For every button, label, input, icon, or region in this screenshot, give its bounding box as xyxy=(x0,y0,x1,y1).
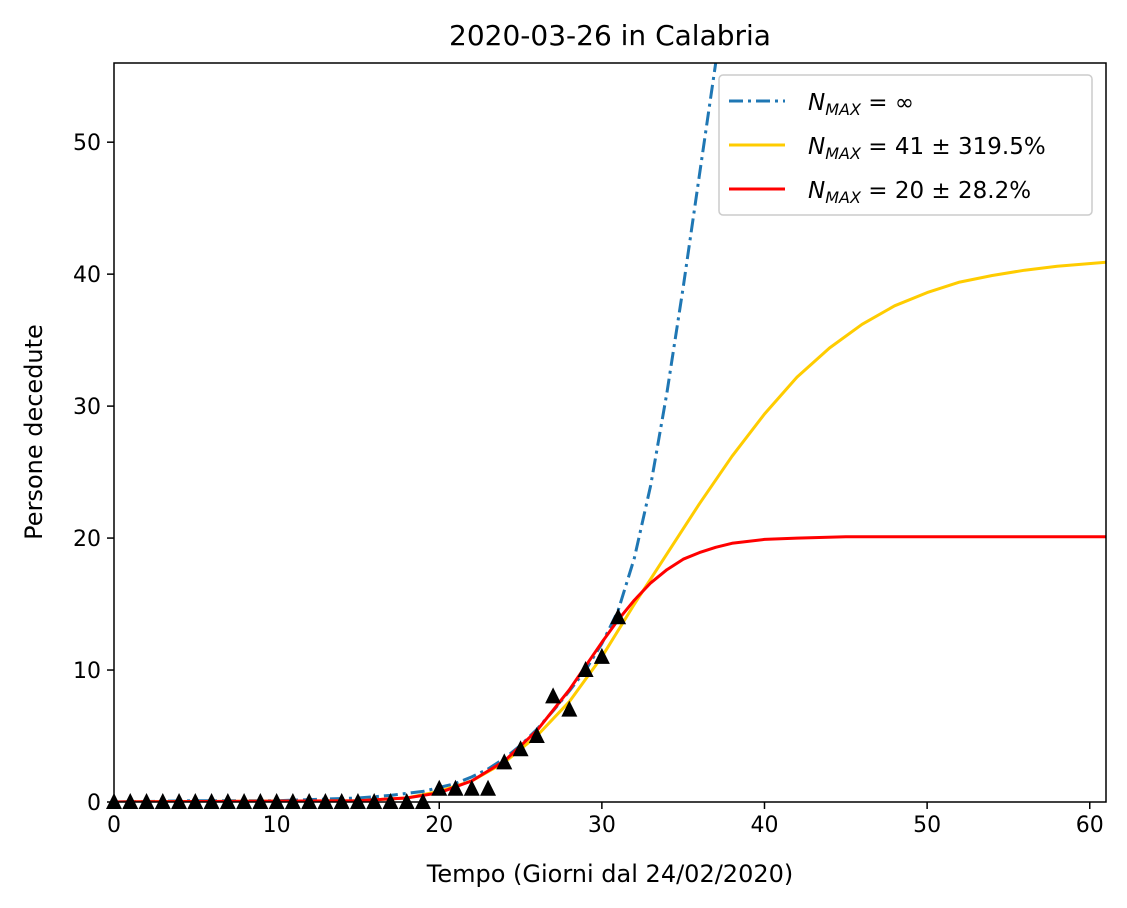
observed-point xyxy=(301,793,318,809)
plot-area xyxy=(106,63,1106,809)
observed-point xyxy=(545,687,562,704)
x-tick-label: 30 xyxy=(588,813,616,838)
observed-point xyxy=(382,793,399,809)
observed-point xyxy=(268,793,285,809)
observed-point xyxy=(398,793,415,809)
observed-point xyxy=(171,793,188,809)
legend-label-0: NMAX = ∞ xyxy=(808,90,914,119)
x-tick-label: 20 xyxy=(425,813,453,838)
observed-point xyxy=(610,608,627,625)
y-tick-label: 0 xyxy=(87,791,101,816)
observed-point xyxy=(577,661,594,678)
series-layer xyxy=(114,63,1106,802)
observed-point xyxy=(480,779,497,796)
observed-point xyxy=(528,727,545,744)
observed-point xyxy=(366,793,383,809)
series-line-0 xyxy=(114,63,718,802)
legend: NMAX = ∞ NMAX = 41 ± 319.5% NMAX = 20 ± 28… xyxy=(718,74,1093,216)
observed-point xyxy=(252,793,269,809)
x-axis: 0 10 20 30 40 50 60 xyxy=(107,802,1104,838)
x-tick-label: 10 xyxy=(263,813,291,838)
observed-point xyxy=(122,793,139,809)
legend-box xyxy=(718,74,1093,216)
y-tick-label: 20 xyxy=(73,527,101,552)
chart-title: 2020-03-26 in Calabria xyxy=(449,19,771,52)
observed-point xyxy=(154,793,171,809)
observed-point xyxy=(561,700,578,717)
observed-point xyxy=(447,779,464,796)
x-tick-label: 40 xyxy=(750,813,778,838)
x-axis-label: Tempo (Giorni dal 24/02/2020) xyxy=(426,860,793,888)
observed-point xyxy=(593,647,610,664)
observed-point xyxy=(496,753,513,770)
observed-point xyxy=(431,779,448,796)
y-tick-label: 50 xyxy=(73,131,101,156)
plot-frame xyxy=(113,62,1107,803)
y-tick-label: 40 xyxy=(73,263,101,288)
y-tick-label: 10 xyxy=(73,659,101,684)
observed-point xyxy=(284,793,301,809)
observed-point xyxy=(512,740,529,757)
observed-point xyxy=(349,793,366,809)
x-tick-label: 50 xyxy=(913,813,941,838)
observed-point xyxy=(219,793,236,809)
x-tick-label: 0 xyxy=(107,813,121,838)
legend-label-1: NMAX = 41 ± 319.5% xyxy=(808,134,1046,163)
y-axis-label: Persone decedute xyxy=(20,324,48,540)
observed-markers xyxy=(106,608,627,809)
y-tick-label: 30 xyxy=(73,395,101,420)
observed-point xyxy=(203,793,220,809)
observed-point xyxy=(414,793,431,809)
observed-point xyxy=(333,793,350,809)
observed-point xyxy=(463,779,480,796)
series-line-2 xyxy=(114,535,1106,802)
observed-point xyxy=(317,793,334,809)
observed-point xyxy=(236,793,253,809)
y-axis: 0 10 20 30 40 50 xyxy=(73,131,114,816)
legend-label-2: NMAX = 20 ± 28.2% xyxy=(808,178,1031,207)
observed-point xyxy=(187,793,204,809)
observed-point xyxy=(138,793,155,809)
x-tick-label: 60 xyxy=(1076,813,1104,838)
